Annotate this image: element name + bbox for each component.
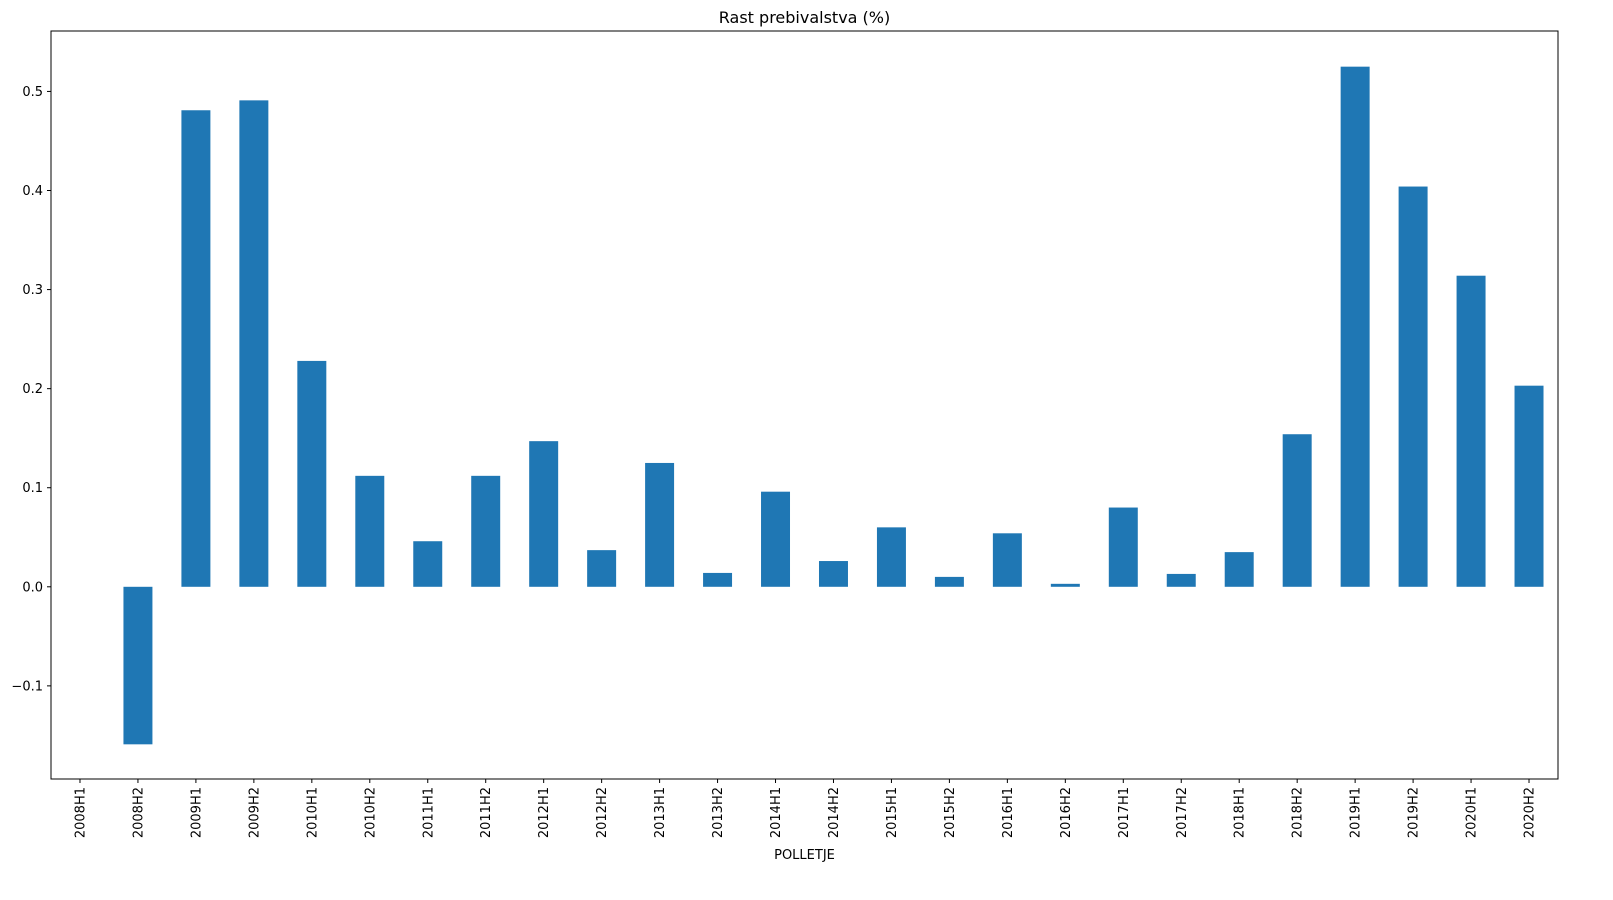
bar-2016H2 [1050, 583, 1080, 587]
x-tick-label: 2017H2 [1175, 787, 1190, 838]
x-tick-label: 2009H2 [247, 787, 262, 838]
x-tick-label: 2011H2 [479, 787, 494, 838]
x-tick-label: 2020H1 [1465, 787, 1480, 838]
bar-2009H1 [181, 110, 211, 587]
bar-2013H1 [645, 462, 675, 587]
x-tick-label: 2008H1 [73, 787, 88, 838]
x-tick-label: 2015H2 [943, 787, 958, 838]
bar-2015H2 [934, 576, 964, 587]
bar-2012H1 [529, 441, 559, 587]
x-axis-label: POLLETJE [774, 848, 835, 863]
x-tick-label: 2017H1 [1117, 787, 1132, 838]
y-tick-label: 0.5 [22, 85, 43, 100]
x-tick-label: 2018H2 [1291, 787, 1306, 838]
y-axis: −0.1 0.0 0.1 0.2 0.3 0.4 0.5 [11, 85, 51, 694]
y-tick-label: 0.4 [22, 184, 43, 199]
bar-2014H2 [818, 561, 848, 587]
x-tick-label: 2011H1 [421, 787, 436, 838]
bars-layer [123, 66, 1544, 745]
chart-title: Rast prebivalstva (%) [719, 8, 890, 27]
plot-frame [50, 30, 1559, 780]
bar-2019H2 [1398, 186, 1428, 587]
bar-2018H1 [1224, 552, 1254, 587]
y-tick-label: −0.1 [11, 679, 43, 694]
bar-2016H1 [992, 533, 1022, 587]
x-tick-label: 2018H1 [1233, 787, 1248, 838]
bar-2010H1 [297, 360, 327, 587]
bar-2017H1 [1108, 507, 1138, 587]
x-tick-label: 2012H2 [595, 787, 610, 838]
x-tick-label: 2020H2 [1523, 787, 1538, 838]
bar-2011H2 [471, 475, 501, 587]
bar-2008H2 [123, 586, 153, 745]
bar-2009H2 [239, 100, 269, 587]
y-tick-label: 0.2 [22, 382, 43, 397]
bar-2015H1 [876, 527, 906, 587]
bar-2020H2 [1514, 385, 1544, 587]
bar-2010H2 [355, 475, 385, 587]
y-tick-label: 0.0 [22, 580, 43, 595]
bar-2019H1 [1340, 66, 1370, 587]
x-axis: 2008H1 2008H2 2009H1 2009H2 2010H1 2010H2 2011… [73, 779, 1538, 838]
bar-2014H1 [761, 491, 791, 587]
bar-2012H2 [587, 550, 617, 587]
x-tick-label: 2010H1 [305, 787, 320, 838]
x-tick-label: 2016H2 [1059, 787, 1074, 838]
bar-2018H2 [1282, 434, 1312, 587]
x-tick-label: 2019H1 [1349, 787, 1364, 838]
x-tick-label: 2009H1 [189, 787, 204, 838]
bar-2013H2 [703, 572, 733, 587]
x-tick-label: 2012H1 [537, 787, 552, 838]
x-tick-label: 2015H1 [885, 787, 900, 838]
bar-2017H2 [1166, 573, 1196, 587]
x-tick-label: 2010H2 [363, 787, 378, 838]
x-tick-label: 2014H2 [827, 787, 842, 838]
y-tick-label: 0.1 [22, 481, 43, 496]
x-tick-label: 2013H2 [711, 787, 726, 838]
x-tick-label: 2019H2 [1407, 787, 1422, 838]
bar-2011H1 [413, 541, 443, 587]
y-tick-label: 0.3 [22, 283, 43, 298]
x-tick-label: 2013H1 [653, 787, 668, 838]
x-tick-label: 2008H2 [131, 787, 146, 838]
x-tick-label: 2016H1 [1001, 787, 1016, 838]
x-tick-label: 2014H1 [769, 787, 784, 838]
bar-2020H1 [1456, 275, 1486, 587]
